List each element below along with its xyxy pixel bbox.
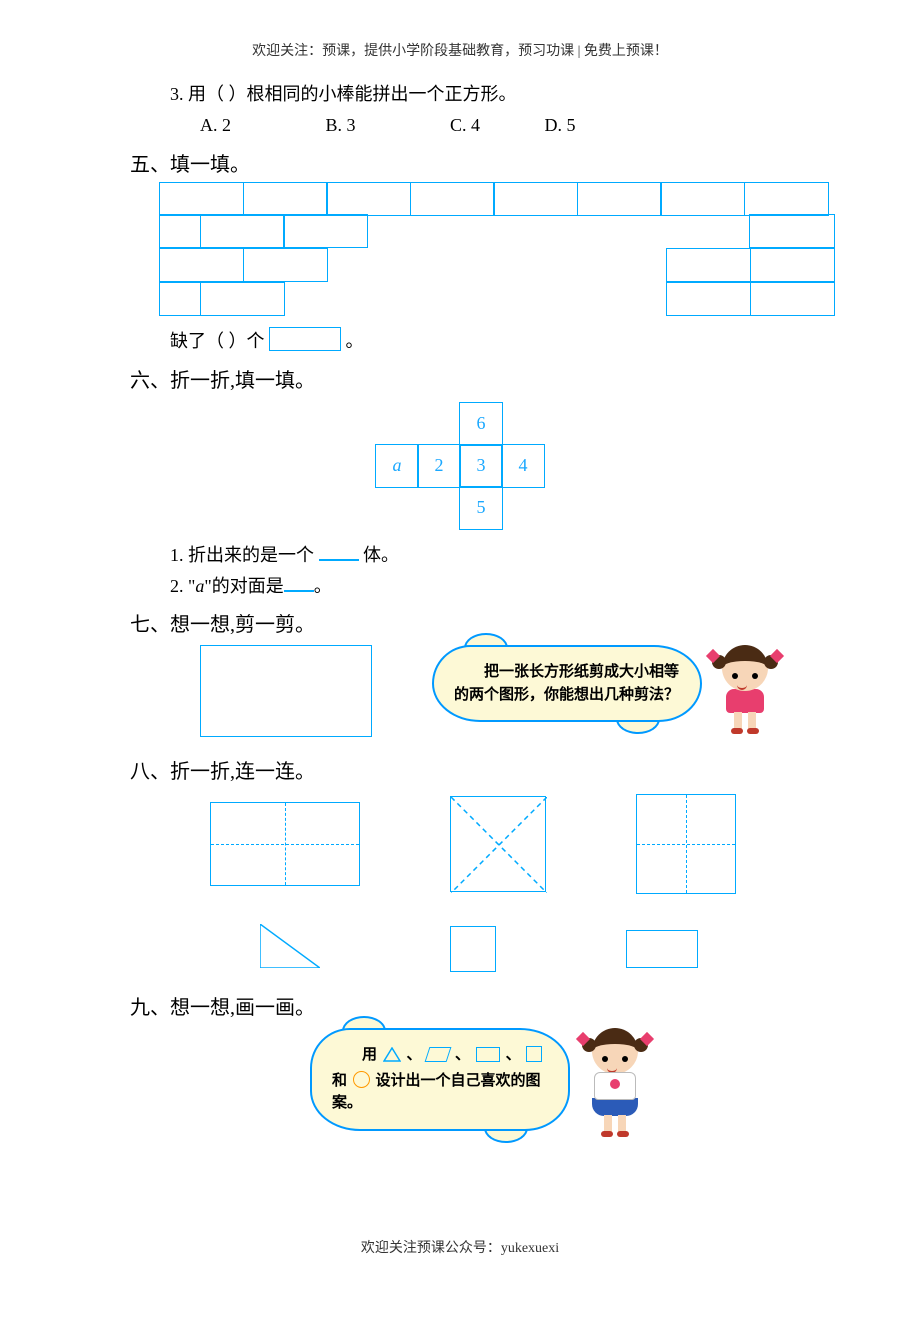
q3-opt-b: B. 3 — [326, 115, 356, 135]
q3-opt-d: D. 5 — [545, 115, 576, 135]
s5-missing-after: 。 — [346, 331, 364, 351]
brick — [200, 282, 285, 316]
fold-shape-square-x — [450, 796, 546, 892]
net-cell: 6 — [459, 402, 503, 446]
q3-options: A. 2 B. 3 C. 4 D. 5 — [200, 111, 850, 140]
s7-bubble-wrap: 把一张长方形纸剪成大小相等的两个图形，你能想出几种剪法？ — [432, 645, 780, 734]
fold-shape-square-plus — [636, 794, 736, 894]
brick-wall — [160, 183, 840, 318]
result-shape-right-triangle — [260, 924, 320, 973]
brick — [744, 182, 829, 216]
net-cell: 2 — [417, 444, 461, 488]
girl-illustration-1 — [710, 645, 780, 734]
brick — [283, 214, 368, 248]
brick-gap — [284, 283, 667, 317]
s6-q2-between: "的对面是 — [204, 576, 283, 596]
s7-row: 把一张长方形纸剪成大小相等的两个图形，你能想出几种剪法？ — [200, 645, 850, 737]
section-7-title: 七、想一想,剪一剪。 — [130, 608, 850, 637]
net-empty — [502, 487, 544, 529]
brick — [243, 182, 328, 216]
brick-row — [160, 183, 840, 216]
page-header: 欢迎关注：预课，提供小学阶段基础教育，预习功课 | 免费上预课！ — [70, 40, 850, 60]
net-cell: 4 — [501, 444, 545, 488]
page-footer: 欢迎关注预课公众号：yukexuexi — [70, 1237, 850, 1257]
s7-rectangle — [200, 645, 372, 737]
cube-net: 6a2345 — [376, 403, 544, 529]
s6-q2-after: 。 — [314, 576, 332, 596]
s6-q2-before: 2. " — [170, 576, 195, 596]
triangle-icon — [383, 1047, 401, 1070]
s9-t2: 、 — [407, 1047, 422, 1063]
s6-q1-after: 体。 — [363, 545, 399, 565]
result-shape-square — [450, 926, 496, 972]
brick-gap — [368, 215, 750, 249]
net-cell: a — [375, 444, 419, 488]
s9-t4: 、 — [506, 1047, 521, 1063]
net-cell: 5 — [459, 486, 503, 530]
brick — [159, 182, 244, 216]
section-9-title: 九、想一想,画一画。 — [130, 991, 850, 1020]
brick — [243, 248, 328, 282]
s9-t1: 用 — [362, 1047, 377, 1063]
s7-speech-bubble: 把一张长方形纸剪成大小相等的两个图形，你能想出几种剪法？ — [432, 645, 702, 722]
net-empty — [376, 403, 418, 445]
s7-bubble-text: 把一张长方形纸剪成大小相等的两个图形，你能想出几种剪法？ — [454, 664, 679, 703]
brick — [666, 282, 751, 316]
fold-shape-rect-cross — [210, 802, 360, 886]
q3-text: 3. 用（ ）根相同的小棒能拼出一个正方形。 — [170, 80, 850, 109]
brick — [577, 182, 662, 216]
q3-opt-c: C. 4 — [450, 115, 480, 135]
brick — [750, 248, 835, 282]
girl-illustration-2 — [580, 1028, 650, 1137]
net-empty — [376, 487, 418, 529]
brick — [326, 182, 411, 216]
brick — [749, 214, 835, 248]
s6-q1-before: 1. 折出来的是一个 — [170, 545, 314, 565]
brick — [750, 282, 835, 316]
s5-missing-before: 缺了（ ）个 — [170, 331, 265, 351]
brick — [159, 248, 244, 282]
result-shape-rect — [626, 930, 698, 968]
s6-q2-a: a — [195, 576, 204, 596]
net-cell: 3 — [459, 444, 503, 488]
small-brick-icon — [269, 327, 341, 351]
section-8-title: 八、折一折,连一连。 — [130, 755, 850, 784]
brick-row — [160, 283, 840, 317]
rectangle-icon — [476, 1047, 500, 1062]
s5-missing-text: 缺了（ ）个 。 — [170, 327, 850, 356]
blank-icon — [284, 572, 314, 592]
parallelogram-icon — [425, 1047, 452, 1062]
s9-t5: 和 — [332, 1073, 347, 1089]
circle-icon — [353, 1071, 370, 1088]
section-6-title: 六、折一折,填一填。 — [130, 364, 850, 393]
brick — [200, 214, 285, 248]
s8-bottom-row — [260, 924, 850, 973]
brick — [159, 282, 201, 316]
s9-speech-bubble: 用 、 、 、 和 设计出一个自己喜欢的图案。 — [310, 1028, 570, 1131]
q3-opt-a: A. 2 — [200, 115, 231, 135]
brick-row — [160, 249, 840, 283]
brick-gap — [327, 249, 667, 283]
square-icon — [526, 1046, 542, 1062]
s6-q1: 1. 折出来的是一个 体。 — [170, 541, 850, 570]
s6-q2: 2. "a"的对面是 。 — [170, 572, 850, 601]
brick-row — [160, 215, 840, 249]
net-empty — [502, 403, 544, 445]
s9-t3: 、 — [455, 1047, 470, 1063]
brick — [666, 248, 751, 282]
s8-top-row — [210, 794, 850, 894]
s9-row: 用 、 、 、 和 设计出一个自己喜欢的图案。 — [310, 1028, 850, 1137]
net-empty — [418, 487, 460, 529]
blank-icon — [319, 541, 359, 561]
brick — [660, 182, 745, 216]
brick — [159, 214, 201, 248]
brick — [493, 182, 578, 216]
section-5-title: 五、填一填。 — [130, 148, 850, 177]
brick — [410, 182, 495, 216]
net-empty — [418, 403, 460, 445]
